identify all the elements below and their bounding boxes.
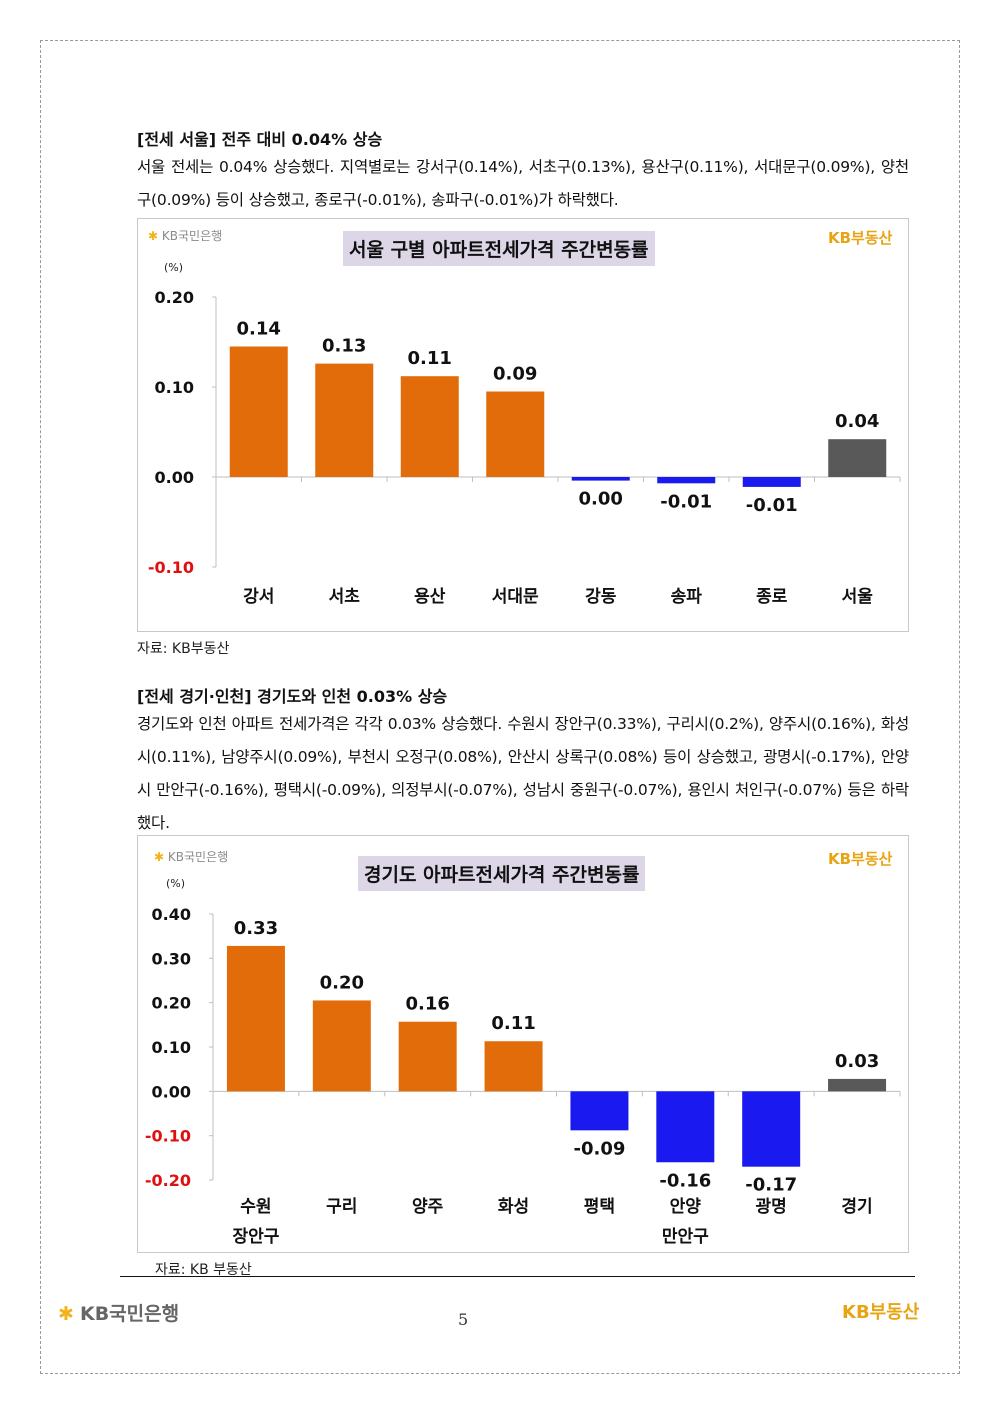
chart-gyeonggi: ✱ KB국민은행 KB부동산 경기도 아파트전세가격 주간변동률 (%) 0.40… [137,835,909,1253]
bar [742,1091,801,1167]
source-seoul: 자료: KB부동산 [137,641,230,657]
paragraph-gyeonggi: 경기도와 인천 아파트 전세가격은 각각 0.03% 상승했다. 수원시 장안구… [137,715,909,832]
data-label: 0.14 [237,319,281,340]
category-label: 화성 [498,1197,529,1217]
chart-brand-logo: KB부동산 [828,850,893,868]
bar [742,477,801,487]
section-heading-gyeonggi: [전세 경기·인천] 경기도와 인천 0.03% 상승 [137,687,448,706]
bar [657,477,716,484]
source-gyeonggi: 자료: KB 부동산 [155,1262,252,1278]
data-label: 0.20 [320,972,364,993]
y-axis-label: (%) [166,877,185,890]
chart-plot: (%) 0.40 0.30 0.20 0.10 0.00 -0.10 -0.20 0.33 수원장… [145,877,901,1247]
data-label: 0.13 [322,336,366,357]
data-label: -0.16 [659,1170,711,1191]
y-tick-label: 0.20 [152,994,191,1013]
footer-brand-logo: KB부동산 [842,1302,920,1323]
data-label: -0.01 [746,495,798,516]
y-tick-label: 0.20 [155,288,194,307]
y-axis-label: (%) [164,261,183,274]
category-label: 송파 [671,587,703,607]
data-label: 0.04 [835,411,879,432]
category-label: 구리 [326,1197,357,1217]
chart-brand-logo: KB부동산 [828,229,893,247]
data-label: -0.09 [573,1138,625,1159]
bar [400,376,459,477]
y-tick-label: 0.00 [155,468,194,487]
y-tick-label: 0.30 [152,949,191,968]
chart-bank-logo: ✱ KB국민은행 [148,229,223,243]
bar [229,346,288,477]
y-tick-label: 0.10 [155,378,194,397]
data-label: 0.16 [405,994,449,1015]
footer-rule [120,1276,915,1277]
bar [484,1041,543,1092]
category-label: 양주 [412,1197,444,1217]
y-tick-label: 0.00 [152,1082,191,1101]
category-label: 안양 [670,1197,702,1217]
y-tick-label: 0.40 [152,905,191,924]
footer-bank-logo: ✱ KB국민은행 [58,1303,180,1325]
bar [828,439,887,477]
data-label: 0.03 [835,1051,879,1072]
chart-seoul: ✱ KB국민은행 KB부동산 서울 구별 아파트전세가격 주간변동률 (%) 0.… [137,218,909,632]
paragraph-seoul: 서울 전세는 0.04% 상승했다. 지역별로는 강서구(0.14%), 서초구… [137,158,909,209]
category-label: 만안구 [662,1227,709,1247]
data-label: 0.33 [234,918,278,939]
bar [656,1091,715,1163]
y-tick-label: -0.10 [148,558,194,577]
bar [398,1021,457,1092]
chart-title: 경기도 아파트전세가격 주간변동률 [358,856,646,891]
bar [312,1000,371,1092]
y-tick-label: 0.10 [152,1038,191,1057]
category-label: 서대문 [492,587,539,607]
y-tick-label: -0.10 [145,1127,191,1146]
bar [486,391,545,477]
category-label: 종로 [756,587,788,607]
kb-star-icon: ✱ [154,850,165,864]
category-label: 평택 [584,1197,615,1217]
category-label: 강동 [585,587,617,607]
bar [570,1091,629,1131]
kb-star-icon: ✱ [58,1303,74,1325]
page-number: 5 [458,1310,469,1329]
category-label: 장안구 [232,1227,279,1247]
category-label: 서초 [329,587,361,607]
section-heading-seoul: [전세 서울] 전주 대비 0.04% 상승 [137,130,383,149]
chart-bank-logo: ✱ KB국민은행 [154,850,229,864]
category-label: 경기 [841,1197,872,1217]
category-label: 용산 [414,587,446,607]
data-label: 0.11 [408,348,452,369]
bar [571,477,630,481]
kb-star-icon: ✱ [148,229,159,243]
y-tick-label: -0.20 [145,1171,191,1190]
category-label: 수원 [240,1197,271,1217]
bar [315,363,374,477]
data-label: 0.00 [579,489,623,510]
data-label: -0.17 [745,1175,797,1196]
category-label: 강서 [243,587,274,607]
chart-title: 서울 구별 아파트전세가격 주간변동률 [343,231,655,266]
data-label: -0.01 [660,491,712,512]
data-label: 0.11 [491,1013,535,1034]
page-border [40,40,960,1374]
category-label: 광명 [756,1197,787,1217]
category-label: 서울 [842,587,874,607]
data-label: 0.09 [493,364,537,385]
chart-plot: (%) 0.20 0.10 0.00 -0.10 0.14 강서 0.13 서초 0.11 용산 0.… [148,261,901,607]
bar [226,945,285,1092]
bar [828,1078,887,1092]
